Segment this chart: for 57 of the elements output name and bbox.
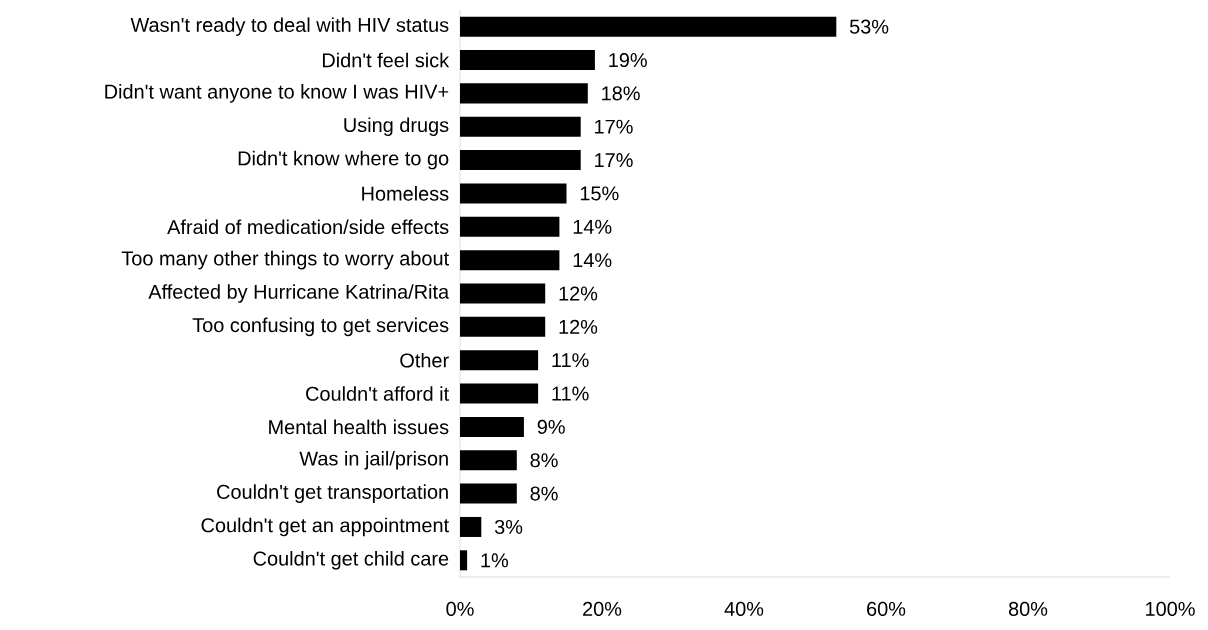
data-label: 3% (494, 519, 523, 535)
bar (460, 150, 581, 171)
bar (460, 316, 546, 337)
x-tick-label: 0% (446, 601, 474, 616)
y-tick-label: Couldn't get an appointment (201, 517, 449, 537)
y-tick-label: Too many other things to worry about (121, 250, 449, 270)
data-label: 18% (602, 86, 640, 101)
y-tick-label: Homeless (362, 186, 449, 201)
bar (460, 83, 588, 104)
y-tick-label: Mental health issues (269, 419, 449, 435)
bar (460, 283, 546, 304)
y-tick-label: Afraid of medication/side effects (167, 219, 449, 235)
bar (460, 450, 517, 471)
bar (460, 116, 581, 137)
data-label: 19% (609, 52, 647, 68)
bar (460, 550, 468, 571)
data-label: 17% (595, 119, 633, 134)
bar (460, 416, 524, 437)
x-tick-label: 20% (583, 601, 622, 616)
bar (460, 216, 560, 237)
x-tick-label: 40% (724, 601, 764, 616)
data-label: 12% (559, 286, 598, 301)
x-tick-label: 100% (1146, 601, 1195, 616)
data-label: 15% (580, 186, 619, 201)
data-label: 8% (530, 486, 558, 501)
y-tick-label: Didn't want anyone to know I was HIV+ (105, 84, 449, 103)
bar (460, 16, 837, 37)
y-tick-label: Using drugs (344, 117, 449, 137)
y-tick-label: Wasn't ready to deal with HIV status (130, 17, 449, 36)
y-tick-label: Other (400, 352, 449, 368)
data-label: 11% (552, 386, 589, 401)
bar (460, 350, 539, 371)
x-tick-label: 80% (1008, 601, 1048, 616)
bar (460, 183, 567, 204)
x-tick-label: 60% (867, 601, 906, 616)
y-tick-label: Couldn't afford it (306, 386, 449, 401)
data-label: 9% (537, 419, 565, 434)
y-tick-label: Too confusing to get services (192, 317, 449, 337)
y-tick-label: Affected by Hurricane Katrina/Rita (148, 284, 450, 303)
bar (460, 50, 595, 71)
data-label: 17% (595, 153, 633, 168)
data-label: 8% (530, 453, 558, 468)
data-label: 11% (552, 353, 589, 368)
y-tick-label: Couldn't get transportation (217, 484, 448, 503)
data-label: 1% (481, 553, 509, 568)
y-tick-label: Didn't know where to go (238, 150, 449, 170)
y-tick-label: Didn't feel sick (322, 52, 450, 68)
data-label: 14% (573, 253, 612, 268)
bar (460, 516, 482, 537)
y-tick-label: Couldn't get child care (253, 551, 449, 570)
data-label: 53% (849, 19, 889, 34)
bar (460, 483, 517, 504)
data-label: 14% (573, 219, 612, 234)
bar (460, 383, 539, 404)
y-tick-label: Was in jail/prison (299, 450, 448, 470)
bar (460, 250, 560, 271)
data-label: 12% (559, 319, 598, 334)
